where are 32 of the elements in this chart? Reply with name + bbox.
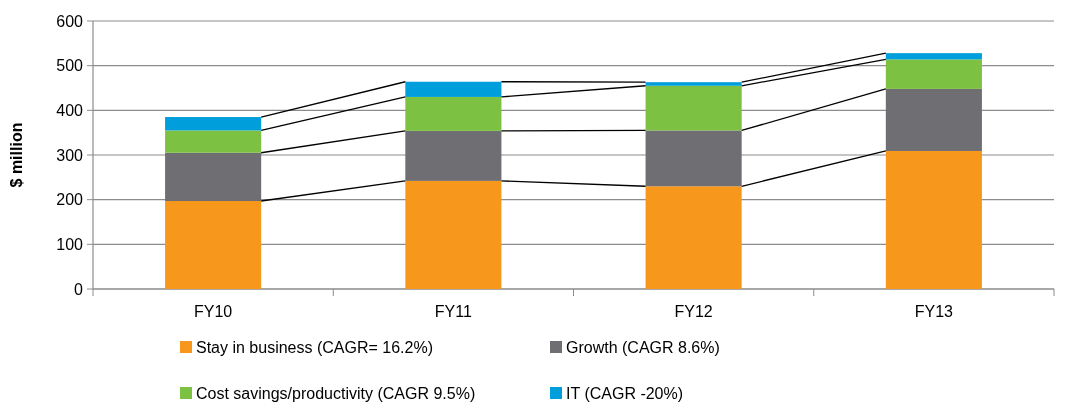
bar [165,201,262,289]
x-tick-label: FY12 [674,303,713,320]
y-tick-label: 0 [74,280,84,298]
bar [645,186,742,289]
y-tick-label: 300 [56,146,84,164]
bar [885,88,982,151]
legend-label: IT (CAGR -20%) [566,384,684,402]
x-tick-label: FY13 [914,303,954,320]
y-tick-label: 500 [56,57,84,75]
bar [645,82,742,86]
bar [885,59,982,89]
bar [405,81,502,97]
bar [405,130,502,181]
legend-label: Growth (CAGR 8.6%) [566,338,720,356]
y-tick-label: 200 [56,191,84,209]
x-tick-label: FY10 [194,303,233,320]
bar [165,117,262,131]
legend-label: Cost savings/productivity (CAGR 9.5%) [196,384,476,402]
bar [165,152,262,202]
y-tick-label: 100 [56,235,84,253]
bar [405,96,502,131]
bar [165,130,262,153]
y-tick-label: 400 [56,101,84,119]
x-tick-label: FY11 [434,303,472,320]
y-tick-label: 600 [56,12,84,30]
legend-label: Stay in business (CAGR= 16.2%) [196,338,433,356]
bar [645,130,742,187]
bar [885,150,982,289]
bar [645,85,742,131]
bar [405,180,502,289]
bar [885,53,982,60]
y-axis-title: $ million [8,122,25,188]
